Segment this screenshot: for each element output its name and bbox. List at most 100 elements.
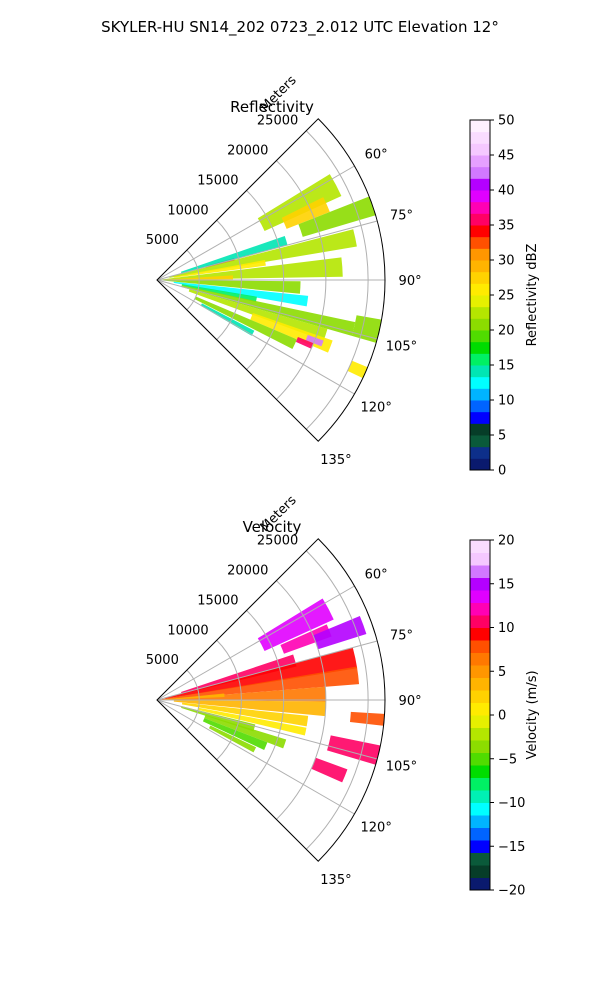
reflectivity-colorbar-bin	[470, 271, 490, 284]
velocity-azimuth-spoke	[156, 585, 355, 701]
reflectivity-colorbar-bin	[470, 446, 490, 459]
velocity-colorbar-bin	[470, 577, 490, 591]
velocity-azimuth-tick-label: 135°	[320, 873, 351, 888]
velocity-colorbar-tick-label: 15	[498, 577, 515, 592]
reflectivity-colorbar-bin	[470, 213, 490, 226]
reflectivity-colorbar-label: Reflectivity dBZ	[525, 244, 540, 347]
reflectivity-colorbar-bin	[470, 178, 490, 191]
reflectivity-colorbar-tick-label: 50	[498, 114, 515, 129]
velocity-data-cell	[280, 624, 332, 654]
velocity-colorbar-bin	[470, 615, 490, 628]
velocity-colorbar-bin	[470, 815, 490, 828]
velocity-azimuth-tick-label: 120°	[361, 821, 392, 836]
reflectivity-colorbar-bin	[470, 341, 490, 354]
velocity-azimuth-spoke	[156, 640, 378, 701]
reflectivity-range-ticks: 5000 10000 15000 20000 25000	[146, 114, 299, 248]
reflectivity-data-cell	[347, 360, 368, 379]
velocity-colorbar-bin	[470, 690, 490, 703]
velocity-colorbar-bin	[470, 627, 490, 641]
velocity-azimuth-tick-label: 60°	[365, 567, 388, 582]
reflectivity-data-cell	[180, 236, 288, 274]
reflectivity-colorbar-bin	[470, 201, 490, 214]
reflectivity-colorbar-bin	[470, 131, 490, 144]
reflectivity-title: Reflectivity	[230, 98, 314, 116]
reflectivity-data-cell	[161, 280, 301, 294]
velocity-frame	[156, 538, 386, 862]
velocity-data-cell	[313, 615, 367, 650]
velocity-colorbar-tick-label: −10	[498, 796, 525, 811]
reflectivity-azimuth-spoke	[156, 279, 378, 340]
velocity-colorbar-bin	[470, 840, 490, 853]
velocity-data-cell	[173, 700, 326, 717]
velocity-panel: Velocity 5000 10000 15000 20000 25000 60° 75°…	[146, 493, 540, 899]
velocity-sector-outline	[156, 538, 386, 862]
velocity-data-cell	[311, 757, 348, 783]
velocity-azimuth-spoke	[156, 699, 378, 760]
reflectivity-azimuth-tick-label: 120°	[361, 401, 392, 416]
velocity-range-ticks: 5000 10000 15000 20000 25000	[146, 534, 299, 668]
velocity-colorbar-bin	[470, 602, 490, 616]
velocity-data-cell	[161, 666, 360, 700]
reflectivity-colorbar-tick-label: 45	[498, 149, 515, 164]
reflectivity-range-tick-label: 20000	[227, 144, 268, 159]
reflectivity-colorbar-bin	[470, 155, 490, 168]
reflectivity-data-cell	[281, 197, 330, 229]
velocity-colorbar-bin	[470, 640, 490, 653]
reflectivity-cells	[161, 174, 382, 379]
reflectivity-colorbar-tick-label: 20	[498, 324, 515, 339]
velocity-data-cell	[208, 725, 257, 753]
reflectivity-azimuth-tick-label: 135°	[320, 453, 351, 468]
reflectivity-frame	[156, 118, 386, 442]
reflectivity-azimuth-spoke	[156, 279, 355, 395]
reflectivity-colorbar-tick-label: 30	[498, 254, 515, 269]
velocity-data-cell	[198, 707, 307, 736]
reflectivity-colorbar-bin	[470, 388, 490, 401]
reflectivity-colorbar-bin	[470, 353, 490, 366]
velocity-data-cell	[181, 654, 297, 695]
velocity-colorbar-bin	[470, 765, 490, 778]
reflectivity-colorbar-bin	[470, 423, 490, 436]
reflectivity-colorbar-bin	[470, 260, 490, 273]
reflectivity-colorbar-tick-label: 35	[498, 219, 515, 234]
reflectivity-colorbar-bin	[470, 435, 490, 448]
velocity-colorbar-tick-label: 10	[498, 621, 515, 636]
reflectivity-data-cell	[161, 257, 343, 280]
reflectivity-colorbar-tick-label: 5	[498, 429, 506, 444]
reflectivity-azimuth-spoke	[156, 220, 378, 281]
reflectivity-range-tick-label: 25000	[257, 114, 298, 129]
reflectivity-colorbar-tick-label: 10	[498, 394, 515, 409]
velocity-colorbar-tick-label: 5	[498, 665, 506, 680]
velocity-colorbar-bin	[470, 752, 490, 766]
velocity-colorbar-bin	[470, 590, 490, 603]
reflectivity-azimuth-spoke	[156, 165, 355, 281]
velocity-data-cell	[202, 718, 268, 750]
reflectivity-colorbar: 0 5 10 15 20 25 30 35 40 45 50	[469, 114, 515, 479]
reflectivity-azimuth-tick-label: 105°	[386, 340, 417, 355]
velocity-colorbar-bin	[470, 715, 490, 728]
velocity-range-tick-label: 20000	[227, 564, 268, 579]
reflectivity-range-tick-label: 10000	[167, 203, 208, 218]
velocity-azimuth-spoke	[156, 699, 355, 815]
velocity-colorbar: −20 −15 −10 −5 0 5 10 15 20	[469, 534, 525, 899]
reflectivity-colorbar-bin	[470, 248, 490, 261]
velocity-title: Velocity	[243, 518, 302, 536]
velocity-cells	[161, 598, 385, 783]
reflectivity-data-cell	[200, 303, 255, 336]
reflectivity-colorbar-bin	[470, 330, 490, 343]
velocity-azimuth-tick-label: 105°	[386, 760, 417, 775]
velocity-colorbar-tick-label: 20	[498, 534, 515, 549]
reflectivity-range-tick-label: 5000	[146, 233, 179, 248]
velocity-data-cell	[327, 735, 381, 765]
reflectivity-colorbar-bin	[470, 283, 490, 296]
velocity-colorbar-bin	[470, 877, 490, 891]
velocity-colorbar-bin	[470, 565, 490, 578]
reflectivity-colorbar-tick-label: 40	[498, 184, 515, 199]
velocity-colorbar-bin	[470, 652, 490, 666]
reflectivity-azimuth-tick-label: 60°	[365, 147, 388, 162]
velocity-colorbar-bin	[470, 727, 490, 741]
velocity-azimuth-tick-label: 90°	[399, 694, 422, 709]
reflectivity-colorbar-bin	[470, 236, 490, 249]
reflectivity-sector-outline	[156, 118, 386, 442]
reflectivity-azimuth-ticks: 60° 75° 90° 105° 120° 135°	[320, 147, 421, 467]
